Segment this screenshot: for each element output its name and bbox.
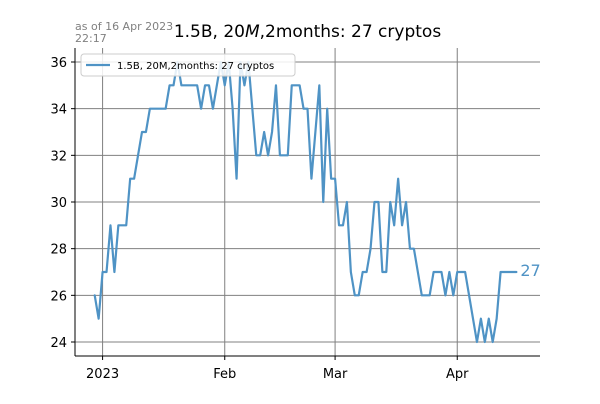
- timestamp-time: 22:17: [75, 32, 107, 45]
- y-tick-label: 32: [50, 149, 67, 164]
- chart-title-part1: 1.5B, 20: [173, 22, 245, 42]
- chart-title: 1.5B, 20M,2months: 27 cryptos: [75, 22, 540, 42]
- y-tick-label: 30: [50, 196, 67, 211]
- series-line: [93, 60, 518, 344]
- y-tick-label: 28: [50, 243, 67, 258]
- legend-label: 1.5B, 20M,2months: 27 cryptos: [117, 61, 274, 72]
- series-layer: [93, 60, 518, 344]
- chart-title-italic: M: [244, 22, 260, 42]
- timestamp: as of 16 Apr 2023 22:17: [75, 21, 173, 45]
- x-tick-label: Feb: [213, 367, 236, 382]
- y-tick-label: 26: [50, 289, 67, 304]
- grid-layer: [75, 48, 540, 356]
- chart-title-part2: ,2months: 27 cryptos: [259, 22, 442, 42]
- legend-box: [80, 53, 296, 77]
- end-value-label: 27: [520, 261, 540, 280]
- y-tick-label: 36: [50, 56, 67, 71]
- y-tick-label: 24: [50, 336, 67, 351]
- label-layer: 27: [520, 261, 540, 280]
- y-tick-label: 34: [50, 103, 67, 118]
- timestamp-date: as of 16 Apr 2023: [75, 20, 174, 33]
- x-tick-label: Mar: [323, 367, 348, 382]
- legend: 1.5B, 20M,2months: 27 cryptos: [80, 53, 296, 77]
- x-tick-label: 2023: [86, 367, 119, 382]
- x-tick-label: Apr: [446, 367, 469, 382]
- axis-layer: 24 26 28 30 32 34 36 2023 Feb Mar Apr: [50, 48, 540, 382]
